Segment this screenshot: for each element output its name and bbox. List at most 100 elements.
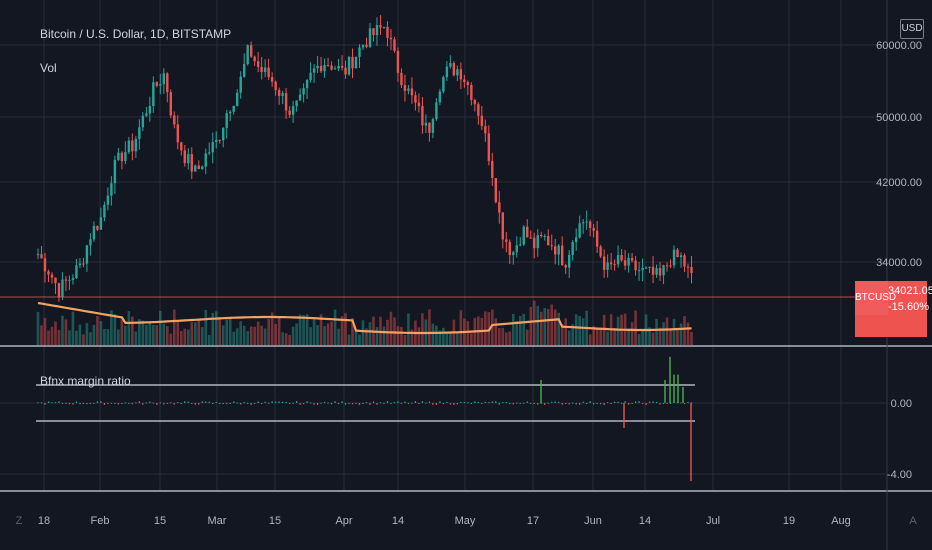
- candle-body: [246, 45, 249, 65]
- volume-bar: [525, 329, 529, 345]
- volume-bar: [148, 321, 152, 345]
- indicator-bar: [505, 402, 507, 404]
- candle-body: [169, 92, 172, 116]
- indicator-bar: [638, 401, 640, 403]
- price-tag: BTCUSD 34021.05 -15.60%: [855, 281, 932, 337]
- indicator-bar: [614, 401, 616, 403]
- volume-bar: [662, 322, 665, 345]
- candle-body: [658, 268, 662, 276]
- auto-scale-button[interactable]: A: [909, 515, 917, 527]
- indicator-bar: [198, 403, 200, 405]
- volume-bar: [368, 322, 372, 345]
- candle-body: [382, 26, 386, 28]
- candle-body: [595, 230, 599, 247]
- volume-bar: [169, 333, 173, 345]
- indicator-bar: [173, 403, 175, 405]
- candle-body: [606, 262, 609, 270]
- price-tick-label: 42000.00: [876, 177, 922, 189]
- candle-body: [613, 264, 616, 266]
- volume-bar: [159, 310, 162, 345]
- candle-body: [298, 94, 302, 101]
- candle-body: [407, 88, 410, 91]
- candle-body: [239, 76, 242, 93]
- candle-body: [679, 255, 683, 258]
- indicator-bar: [215, 401, 217, 403]
- volume-bar: [260, 325, 263, 345]
- time-tick-label: 19: [783, 515, 795, 527]
- candle-body: [78, 263, 82, 266]
- indicator-bar: [54, 402, 57, 404]
- candle-body: [82, 263, 85, 265]
- candle-body: [204, 153, 207, 167]
- indicator-bar: [75, 401, 78, 403]
- candle-body: [505, 239, 508, 242]
- indicator-bar: [491, 401, 493, 403]
- indicator-bar: [648, 401, 651, 403]
- volume-bar: [249, 326, 253, 345]
- candle-body: [117, 152, 120, 160]
- indicator-bar: [180, 403, 182, 404]
- volume-bar: [351, 317, 354, 345]
- indicator-bar: [537, 403, 539, 405]
- candle-body: [641, 267, 644, 271]
- indicator-bar: [687, 401, 689, 403]
- candle-body: [249, 45, 253, 57]
- indicator-bar: [96, 401, 99, 403]
- volume-bar: [592, 326, 595, 345]
- candle-body: [319, 65, 323, 72]
- indicator-bar: [233, 401, 235, 403]
- indicator-bar: [435, 403, 437, 405]
- volume-bar: [138, 319, 141, 345]
- volume-bar: [669, 328, 672, 345]
- candle-body: [547, 236, 550, 246]
- candle-body: [571, 242, 574, 255]
- indicator-bar: [100, 401, 102, 403]
- candle-body: [442, 77, 445, 92]
- volume-bar: [581, 318, 585, 345]
- auto-scale-z-button[interactable]: Z: [15, 515, 23, 527]
- candle-body: [113, 159, 117, 184]
- candle-body: [176, 124, 179, 143]
- volume-bar: [110, 310, 113, 345]
- candle-body: [540, 235, 543, 237]
- indicator-bar: [131, 403, 133, 405]
- indicator-bar: [393, 402, 396, 404]
- currency-unit[interactable]: USD: [900, 19, 924, 39]
- candle-body: [337, 65, 340, 69]
- candle-body: [686, 266, 690, 268]
- indicator-bar: [446, 401, 448, 403]
- volume-bar: [176, 320, 180, 345]
- candle-body: [225, 113, 228, 128]
- indicator-bar: [93, 402, 95, 404]
- price-tick-label: 34000.00: [876, 257, 922, 269]
- volume-bar: [172, 309, 176, 345]
- volume-bar: [529, 306, 533, 345]
- candle-body: [358, 47, 361, 57]
- candle-body: [372, 28, 375, 36]
- volume-bar: [319, 314, 323, 345]
- indicator-bar: [680, 402, 682, 404]
- indicator-bar: [495, 401, 497, 403]
- indicator-bar: [526, 401, 528, 403]
- candle-body: [330, 65, 333, 70]
- candle-body: [71, 278, 75, 280]
- indicator-bar: [621, 402, 623, 404]
- candle-body: [361, 44, 365, 48]
- candle-body: [557, 245, 560, 255]
- indicator-bar: [484, 401, 486, 403]
- volume-bar: [124, 325, 127, 345]
- candle-body: [256, 61, 260, 67]
- candle-body: [344, 67, 347, 75]
- candle-body: [183, 150, 186, 164]
- indicator-bar: [690, 402, 693, 404]
- indicator-bar: [222, 403, 224, 405]
- candle-body: [498, 202, 501, 213]
- volume-bar: [96, 316, 99, 345]
- indicator-bar: [79, 403, 81, 405]
- indicator-bar: [414, 401, 417, 403]
- indicator-bar: [327, 402, 329, 404]
- volume-bar: [291, 326, 295, 345]
- volume-bar: [421, 313, 424, 345]
- indicator-bar: [502, 402, 504, 404]
